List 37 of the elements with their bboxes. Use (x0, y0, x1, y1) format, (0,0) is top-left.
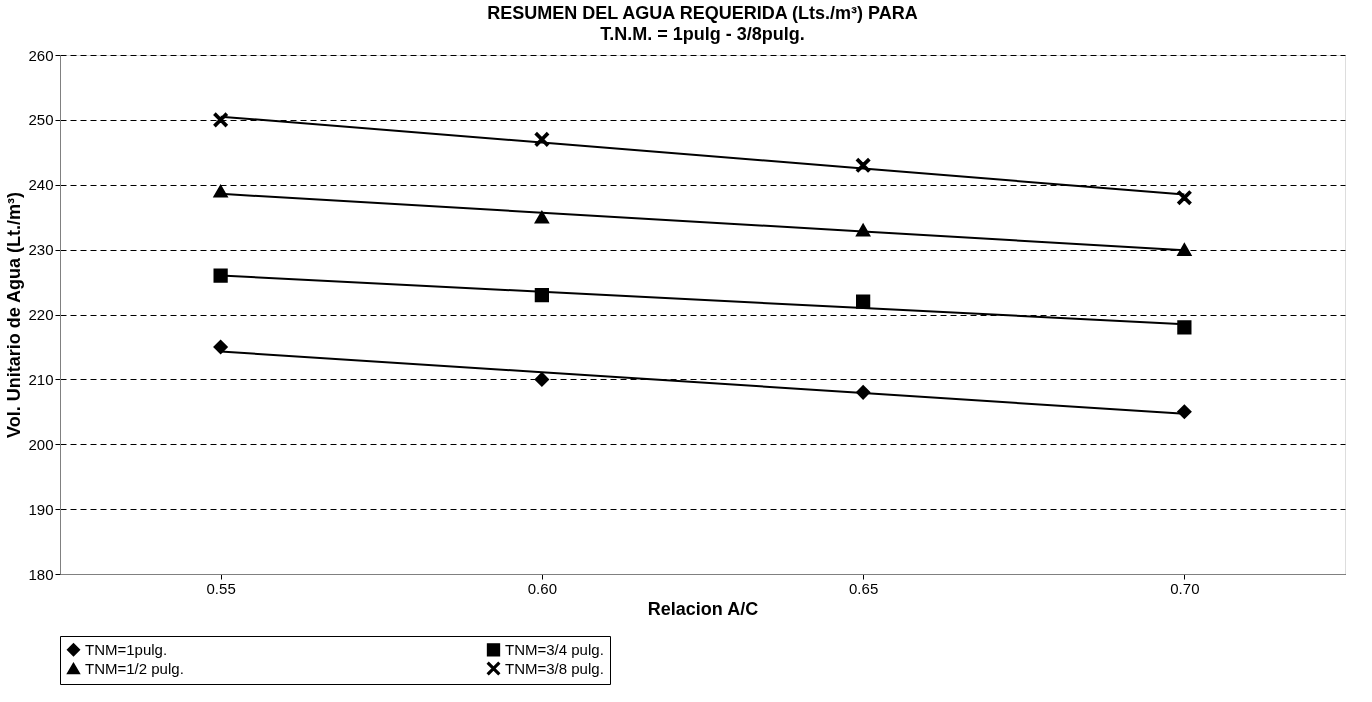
point (856, 223, 871, 237)
y-tick-label: 190 (28, 500, 54, 518)
point (856, 158, 871, 173)
x-tick-label: 0.60 (527, 579, 557, 597)
point (1177, 243, 1192, 256)
point (213, 339, 228, 355)
y-tick-label: 250 (28, 111, 54, 129)
chart-title: RESUMEN DEL AGUA REQUERIDA (Lts./m³) PARA (487, 3, 918, 23)
point (856, 294, 871, 309)
legend-label: TNM=3/8 pulg. (505, 659, 604, 677)
point (1177, 404, 1192, 419)
point (213, 268, 228, 283)
point (213, 184, 228, 198)
x-tick-label: 0.55 (206, 579, 236, 597)
point (856, 385, 871, 400)
point (534, 210, 549, 224)
x-tick-label: 0.65 (849, 579, 879, 597)
y-tick-label: 220 (28, 306, 54, 323)
point (1177, 320, 1192, 335)
x-axis-title: Relacion A/C (647, 598, 759, 619)
point (1177, 190, 1192, 205)
chart-subtitle: T.N.M. = 1pulg - 3/8pulg. (600, 24, 805, 44)
legend-label: TNM=1/2 pulg. (85, 659, 184, 677)
y-axis-title: Vol. Unitario de Agua (Lt./m³) (4, 192, 25, 438)
point (534, 132, 549, 147)
x-tick-label: 0.70 (1170, 579, 1200, 597)
y-tick-label: 260 (28, 46, 54, 64)
legend-label: TNM=3/4 pulg. (505, 640, 604, 658)
legend-label: TNM=1pulg. (85, 640, 168, 658)
y-tick-label: 200 (28, 435, 54, 453)
y-tick-label: 240 (28, 176, 54, 194)
point (534, 287, 549, 303)
y-tick-label: 210 (28, 370, 54, 388)
point (534, 372, 549, 387)
y-tick-label: 230 (28, 241, 54, 259)
y-tick-label: 180 (28, 565, 54, 583)
point (213, 112, 228, 127)
